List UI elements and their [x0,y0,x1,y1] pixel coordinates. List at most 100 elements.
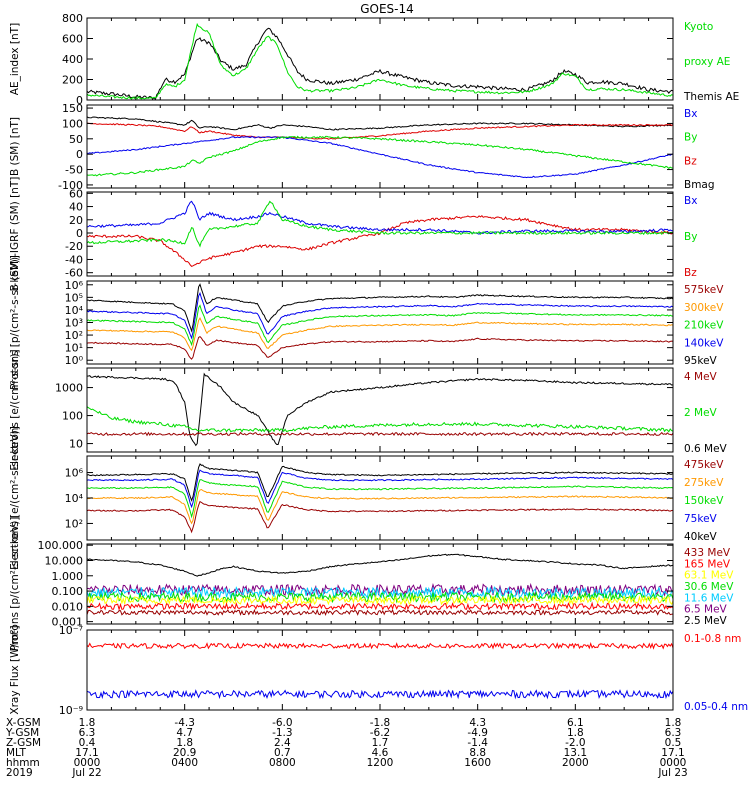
panel-frame [86,367,674,453]
series-line-themis-ae [87,27,673,100]
y-axis-label: Xray Flux [W/m²] [9,625,21,714]
legend-label: 575keV [684,284,724,296]
legend-label: 75keV [684,513,718,525]
series-line-bx [87,136,673,179]
panel-frame [86,455,674,541]
y-tick-label: 10² [65,517,83,530]
panel-frame [86,629,674,711]
legend-label: By [684,132,697,144]
ephemeris-value: 0.5 [665,737,682,749]
panel-bsm: -100 -50 0 50 100 150 B (SM) [nT] Bx By Bz Bmag [9,102,715,192]
ephemeris-value: 1600 [464,757,491,769]
y-tick-label: -20 [65,240,83,253]
legend-label: 140keV [684,337,724,349]
legend-label: Bmag [684,179,715,191]
ephemeris-value: 0400 [171,757,198,769]
ephemeris-row-label: Y-GSM [5,727,39,739]
ephemeris-value: 1.8 [665,717,682,729]
legend-label: Bz [684,267,697,279]
ephemeris-value: -6.2 [370,727,391,739]
y-tick-label: 0 [76,148,83,161]
ephemeris-value: 6.3 [665,727,682,739]
ephemeris-value: 4.3 [469,717,486,729]
legend-label: 63.1 MeV [684,570,734,582]
ephemeris-value: 1.8 [79,717,96,729]
y-tick-label: 10⁴ [65,304,84,317]
y-tick-label: 0.010 [52,600,84,613]
y-tick-label: 10.000 [45,554,84,567]
ephemeris-value: 2.4 [274,737,291,749]
y-tick-label: 10⁻⁷ [59,624,83,637]
legend-label: 433 MeV [684,547,731,559]
series-line-by [87,200,673,248]
ephemeris-value: 0.7 [274,747,291,759]
ephemeris-value: Jul 23 [657,767,687,779]
ephemeris-value: 0000 [660,757,687,769]
series-line-bx [87,200,673,235]
y-tick-label: 0 [76,227,83,240]
ephemeris-value: -1.4 [467,737,488,749]
y-tick-label: 600 [62,33,83,46]
series-line-433-mev [87,608,673,616]
y-tick-label: 0.100 [52,585,84,598]
series-line-4-mev [87,431,673,437]
legend-label: Bx [684,195,697,207]
series-line-210kev [87,304,673,347]
y-tick-label: 40 [69,201,83,214]
legend-label: 0.05-0.4 nm [684,701,748,713]
y-tick-label: 10⁴ [65,492,84,505]
ephemeris-value: 13.1 [564,747,587,759]
legend-label: 6.5 MeV [684,604,728,616]
y-tick-label: 20 [69,214,83,227]
y-tick-label: 400 [62,53,83,66]
legend-label: Bz [684,155,697,167]
panel-ae: 0 200 400 600 800 AE_index [nT] Kyoto proxy AE T… [9,12,739,107]
ephemeris-value: -4.9 [467,727,488,739]
ephemeris-value: 6.3 [79,727,96,739]
panel-frame [86,280,674,365]
y-axis-label: B (SM)-IGRF (SM) [nT] [9,177,21,292]
series-line-by [87,135,673,177]
panel-electrons1: 10 100 1000 Electrons [e/(cm²-s-sr)] 4 MeV 2 … [9,349,728,470]
y-tick-label: 100 [62,410,83,423]
series-line-2-mev [87,406,673,433]
chart-title: GOES-14 [360,2,414,16]
legend-label: 210keV [684,320,724,332]
y-axis-label: AE_index [nT] [9,23,21,95]
ephemeris-value: 17.1 [75,747,98,759]
series-line-0-6-mev [87,372,673,447]
ephemeris-value: 0800 [269,757,296,769]
ephemeris-value: 1.8 [567,727,584,739]
y-tick-label: 10¹ [65,342,83,355]
y-axis-label: Electrons [e/(cm²-s-sr)] [9,349,21,470]
ephemeris-row-label: 2019 [6,767,33,779]
ephemeris-value: -4.3 [174,717,195,729]
panel-xray: 10⁻⁹ 10⁻⁷ Xray Flux [W/m²] 0.1-0.8 nm 0.05-0… [9,624,748,717]
y-tick-label: -100 [58,179,83,192]
y-axis-label: Protons [p/(cm²-s-sr-keV)] [9,517,21,652]
y-axis-label: Protons [p/(cm²-s-sr-keV)] [9,255,21,390]
series-line-2-5-mev [87,553,673,577]
y-tick-label: 100.000 [38,539,84,552]
series-line-bmag [87,116,673,131]
series-line-63-1-mev [87,594,673,606]
legend-label: Kyoto [684,21,713,33]
series-line-bz [87,122,673,140]
ephemeris-value: 6.1 [567,717,584,729]
ephemeris-value: Jul 22 [71,767,101,779]
legend-label: 11.6 MeV [684,592,734,604]
series-line-140kev [87,291,673,340]
legend-label: Themis AE [683,91,739,103]
ephemeris-value: -6.0 [272,717,293,729]
series-line-6-5-mev [87,582,673,597]
y-axis-label: B (SM) [nT] [9,117,21,176]
y-tick-label: -40 [65,253,83,266]
series-line-275kev [87,488,673,525]
series-line-475kev [87,500,673,534]
ephemeris-value: 1.7 [372,737,389,749]
ephemeris-value: 8.8 [469,747,486,759]
ephemeris-value: 4.7 [176,727,193,739]
panel-protons2: 0.001 0.010 0.100 1.000 10.000 100.000 Protons… [9,517,734,652]
